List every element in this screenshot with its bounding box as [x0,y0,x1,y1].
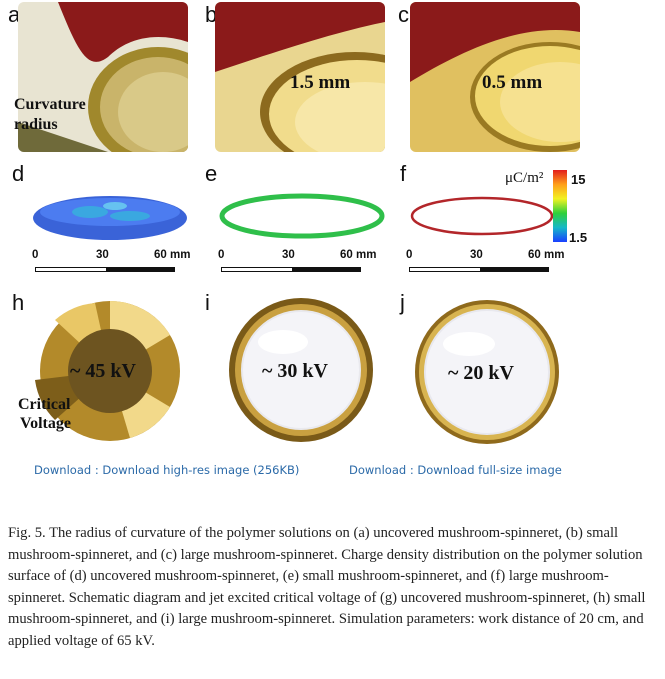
schematic-h [35,301,180,441]
scale-bar-white [35,267,107,272]
scale-bar-f: 0 30 60 mm [404,249,574,279]
photo-b [215,2,385,152]
schematic-j [415,300,559,444]
colorbar-min: 1.5 [569,230,588,245]
figure-caption: Fig. 5. The radius of curvature of the p… [8,525,646,649]
panel-label-a: a [8,2,21,27]
curvature-label-line1: Curvature [14,96,86,113]
spinneret-photo-a [18,2,188,152]
scale-tick-0: 0 [218,249,225,261]
panel-label-i: i [205,290,210,315]
scale-tick-0: 0 [406,249,413,261]
panel-label-d: d [12,161,25,186]
panel-label-e: e [205,161,218,186]
spinneret-photo-c [410,2,580,152]
colorbar-max: 15 [571,172,586,187]
panel-label-j: j [400,290,405,315]
critical-voltage-label-line1: Critical [18,396,71,413]
scale-bar-black [481,267,549,272]
colorbar [553,170,567,242]
charge-distribution-e [219,193,385,239]
scale-tick-30: 30 [282,249,295,261]
scale-tick-60: 60 mm [154,249,191,261]
panel-label-h: h [12,290,25,315]
scale-tick-30: 30 [96,249,109,261]
scale-bar-white [409,267,481,272]
panel-label-b: b [205,2,218,27]
colorbar-unit: μC/m² [505,170,544,186]
scale-tick-60: 60 mm [340,249,377,261]
scale-tick-60: 60 mm [528,249,565,261]
scale-bar-black [107,267,175,272]
scale-bar-d: 0 30 60 mm [30,249,200,279]
scale-tick-30: 30 [470,249,483,261]
critical-voltage-label-line2: Voltage [20,415,71,432]
photo-c [410,2,580,152]
critical-voltage-j: ~ 20 kV [448,362,514,384]
scale-bar-e: 0 30 60 mm [216,249,386,279]
curvature-label-line2: radius [14,116,58,133]
scale-bar-white [221,267,293,272]
scale-bar-black [293,267,361,272]
spinneret-photo-b [215,2,385,152]
thickness-label-b: 1.5 mm [290,72,351,93]
charge-distribution-d [33,196,187,240]
panel-label-c: c [398,2,409,27]
critical-voltage-h: ~ 45 kV [70,360,136,382]
thickness-label-c: 0.5 mm [482,72,543,93]
charge-distribution-f [410,196,554,236]
download-high-res-link[interactable]: Download : Download high-res image (256K… [34,463,300,477]
scale-tick-0: 0 [32,249,39,261]
schematic-i [229,298,373,442]
panel-label-f: f [400,161,407,186]
critical-voltage-i: ~ 30 kV [262,360,328,382]
download-full-size-link[interactable]: Download : Download full-size image [349,463,562,477]
photo-a [18,2,188,152]
